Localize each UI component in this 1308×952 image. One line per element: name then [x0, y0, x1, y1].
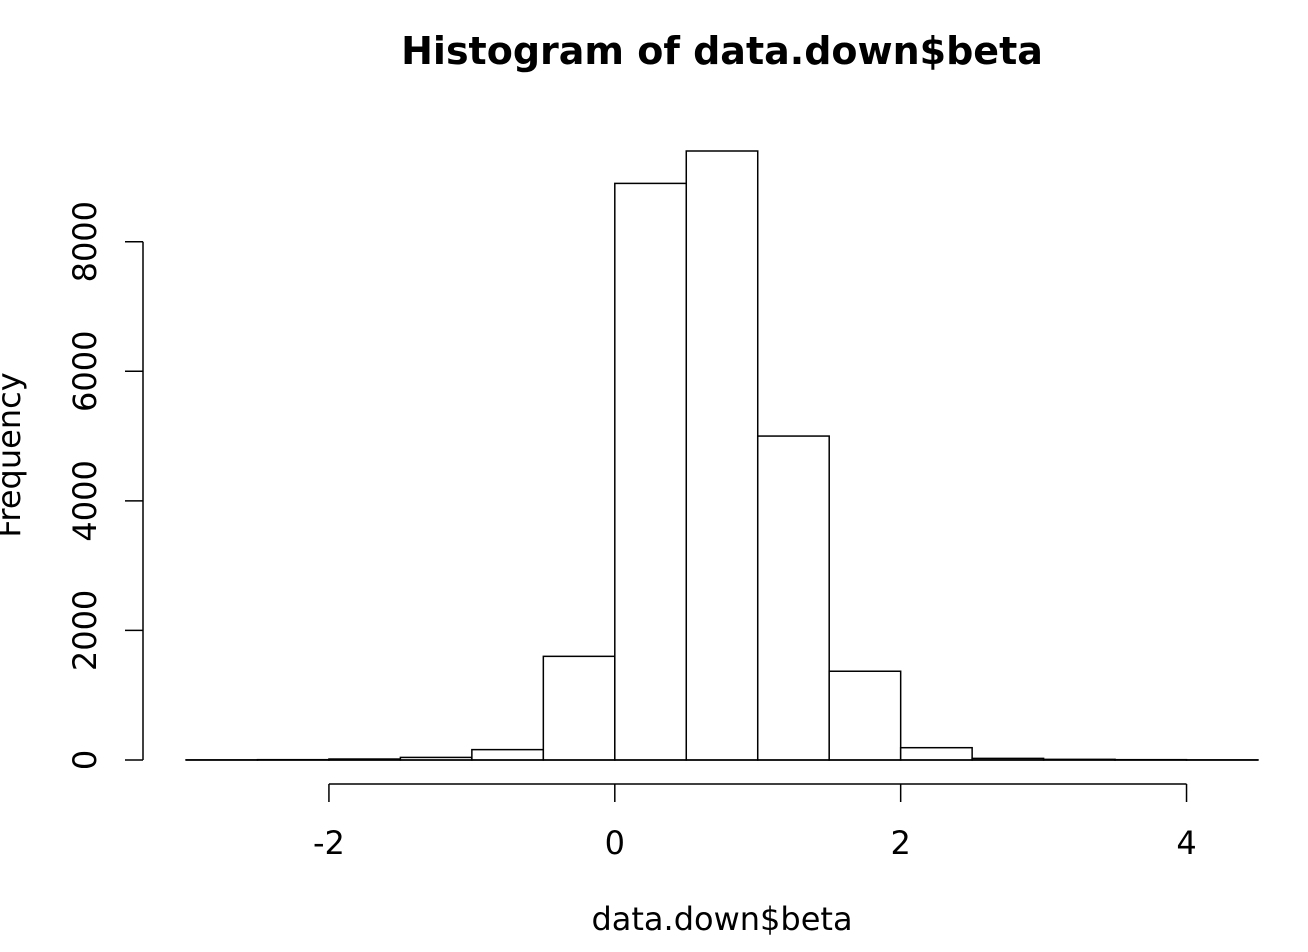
histogram-bar — [828, 670, 902, 761]
x-tick-label: -2 — [313, 824, 345, 862]
bars-group — [185, 150, 1259, 761]
y-tick-label: 8000 — [66, 201, 104, 282]
y-axis-label: Frequency — [0, 372, 28, 537]
histogram-bar — [614, 182, 688, 761]
y-tick-label: 2000 — [66, 590, 104, 671]
x-axis-label: data.down$beta — [591, 900, 852, 938]
y-tick-label: 4000 — [66, 460, 104, 541]
histogram-bar — [899, 746, 973, 761]
x-tick-label: 0 — [605, 824, 625, 862]
y-tick-label: 6000 — [66, 331, 104, 412]
histogram-bar — [756, 435, 830, 761]
histogram-bar — [542, 655, 616, 761]
chart-title: Histogram of data.down$beta — [401, 29, 1043, 73]
histogram-bar — [471, 748, 545, 761]
histogram-bar — [685, 150, 759, 761]
y-tick-label: 0 — [66, 750, 104, 770]
x-tick-label: 2 — [890, 824, 910, 862]
x-axis: -2 0 2 4 — [313, 783, 1197, 862]
x-tick-label: 4 — [1176, 824, 1196, 862]
y-axis: 0 2000 4000 6000 8000 — [66, 201, 144, 770]
